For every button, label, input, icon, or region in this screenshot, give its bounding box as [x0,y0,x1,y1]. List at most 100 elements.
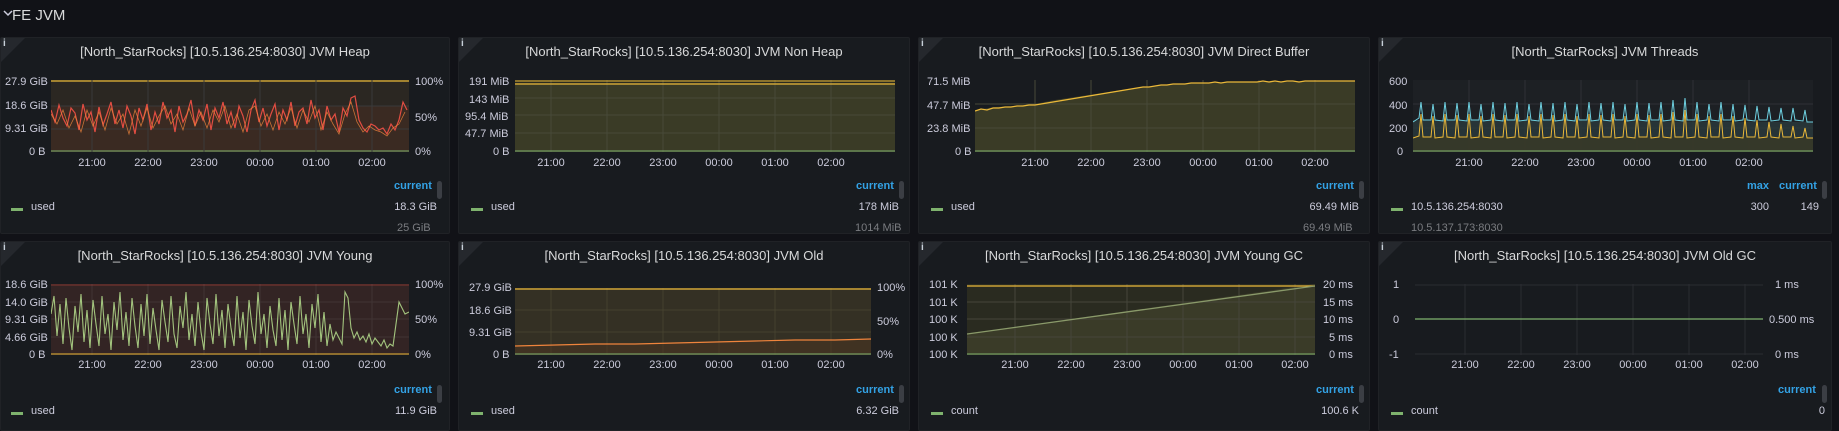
info-icon[interactable]: i [1381,38,1384,49]
info-icon[interactable]: i [461,38,464,49]
legend-series-current: 11.9 GiB [395,405,437,417]
panel-jvm-heap[interactable]: i [North_StarRocks] [10.5.136.254:8030] … [0,37,450,234]
x-axis-label: 01:00 [761,359,789,371]
panel-jvm-old[interactable]: i [North_StarRocks] [10.5.136.254:8030] … [458,241,910,431]
panel-title[interactable]: [North_StarRocks] [10.5.136.254:8030] JV… [1453,248,1757,263]
y-axis-label: 0 B [29,146,46,158]
y-axis-right-label: 0% [415,146,431,158]
panel-jvm-old-gc[interactable]: i [North_StarRocks] [10.5.136.254:8030] … [1378,241,1832,431]
panel-corner [919,242,943,266]
legend-scrollbar[interactable] [437,181,442,199]
legend-series-name[interactable]: 10.5.136.254:8030 [1411,201,1503,213]
legend-header-current[interactable]: current [1779,180,1817,192]
legend-row-partial: 25 GiB [397,222,431,234]
panel-title[interactable]: [North_StarRocks] [10.5.136.254:8030] JV… [525,44,843,59]
legend-scrollbar[interactable] [437,385,442,403]
chart-plot-old-gc[interactable] [1415,284,1763,355]
y-axis-label: 100 K [929,349,958,361]
x-axis-label: 01:00 [1225,359,1253,371]
y-axis-label: 4.66 GiB [5,332,48,344]
x-axis-label: 21:00 [1451,359,1479,371]
panel-title[interactable]: [North_StarRocks] [10.5.136.254:8030] JV… [77,248,373,263]
y-axis-label: 47.7 MiB [465,128,509,140]
legend-header-current[interactable]: current [1778,384,1816,396]
chart-plot-young-gc[interactable] [967,284,1315,355]
legend-scrollbar[interactable] [899,385,904,403]
panel-jvm-non-heap[interactable]: i [North_StarRocks] [10.5.136.254:8030] … [458,37,910,234]
legend-header-current[interactable]: current [394,384,432,396]
info-icon[interactable]: i [3,242,6,253]
y-axis-right-label: 50% [877,316,900,328]
chart-plot-direct-buffer[interactable] [975,80,1355,152]
chart-plot-threads[interactable] [1413,80,1813,152]
info-icon[interactable]: i [3,38,6,49]
panel-title[interactable]: [North_StarRocks] [10.5.136.254:8030] JV… [978,44,1310,59]
y-axis-label: 0 B [493,349,510,361]
y-axis-right-label: 10 ms [1323,314,1353,326]
y-axis-label: 200 [1389,123,1408,135]
legend-series-name[interactable]: used [951,201,975,213]
y-axis-label: 23.8 MiB [927,123,971,135]
info-icon[interactable]: i [921,242,924,253]
legend-series-name[interactable]: used [491,405,515,417]
info-icon[interactable]: i [921,38,924,49]
legend-swatch [931,412,943,415]
chart-plot-heap[interactable] [51,80,409,152]
chart-plot-old[interactable] [515,288,871,355]
legend-scrollbar[interactable] [1359,181,1364,199]
panel-title[interactable]: [North_StarRocks] JVM Threads [1511,44,1699,59]
legend-series-name[interactable]: count [1411,405,1438,417]
panel-jvm-young-gc[interactable]: i [North_StarRocks] [10.5.136.254:8030] … [918,241,1370,431]
y-axis-label: 101 K [929,279,958,291]
y-axis-label: 400 [1389,100,1408,112]
series-count-young-gc [967,285,1315,335]
legend-header-current[interactable]: current [1316,180,1354,192]
x-axis-label: 02:00 [1301,157,1329,169]
chart-plot-young[interactable] [51,284,409,355]
legend-header-current[interactable]: current [856,180,894,192]
panel-jvm-young[interactable]: i [North_StarRocks] [10.5.136.254:8030] … [0,241,450,431]
x-axis-label: 01:00 [302,157,330,169]
y-axis-label: 27.9 GiB [469,282,512,294]
y-axis-label: -1 [1389,349,1399,361]
legend-header-current[interactable]: current [394,180,432,192]
panel-jvm-direct-buffer[interactable]: i [North_StarRocks] [10.5.136.254:8030] … [918,37,1370,234]
legend-header-current[interactable]: current [856,384,894,396]
info-icon[interactable]: i [461,242,464,253]
legend-scrollbar[interactable] [899,181,904,199]
x-axis-label: 22:00 [593,359,621,371]
row-header[interactable]: FE JVM [0,0,1839,32]
legend-scrollbar[interactable] [1822,181,1827,199]
x-axis-label: 02:00 [1281,359,1309,371]
panel-title[interactable]: [North_StarRocks] [10.5.136.254:8030] JV… [985,248,1303,263]
panel-title[interactable]: [North_StarRocks] [10.5.136.254:8030] JV… [544,248,824,263]
row-title[interactable]: FE JVM [12,7,66,24]
info-icon[interactable]: i [1381,242,1384,253]
chevron-down-icon[interactable] [3,8,13,18]
legend-series-name[interactable]: used [31,405,55,417]
legend-header-current[interactable]: current [1316,384,1354,396]
panel-jvm-threads[interactable]: i [North_StarRocks] JVM Threads 600 400 … [1378,37,1832,234]
series-threads-host-1 [1413,109,1813,139]
panel-title[interactable]: [North_StarRocks] [10.5.136.254:8030] JV… [80,44,370,59]
y-axis-label: 9.31 GiB [5,314,48,326]
legend-series-current: 18.3 GiB [394,201,437,213]
legend-series-name[interactable]: used [491,201,515,213]
y-axis-label: 9.31 GiB [5,123,48,135]
legend-scrollbar[interactable] [1359,385,1364,403]
legend-swatch [11,412,23,415]
chart-plot-non-heap[interactable] [515,80,895,152]
legend-header-max[interactable]: max [1747,180,1770,192]
x-axis-label: 23:00 [1133,157,1161,169]
legend-swatch [1391,412,1403,415]
y-axis-label: 0 B [955,146,972,158]
y-axis-label: 71.5 MiB [927,76,971,88]
legend-series-current: 149 [1800,201,1819,213]
y-axis-label: 0 B [29,349,46,361]
legend-scrollbar[interactable] [1822,385,1827,403]
legend-series-name[interactable]: used [31,201,55,213]
legend-swatch [1391,208,1403,211]
series-threads-host-2 [1413,97,1813,123]
legend-series-name[interactable]: count [951,405,978,417]
x-axis-label: 01:00 [761,157,789,169]
